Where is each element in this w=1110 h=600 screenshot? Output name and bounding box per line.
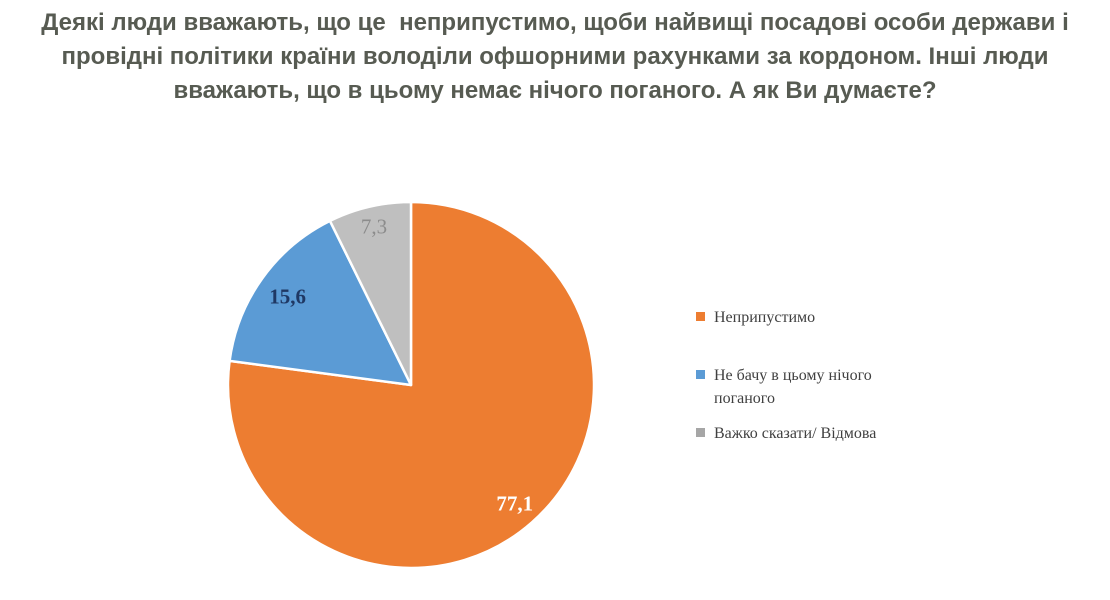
legend-item-3: Важко сказати/ Відмова bbox=[696, 422, 876, 445]
pie-chart: 77,1 15,6 7,3 bbox=[221, 195, 601, 575]
pie-chart-svg: 77,1 15,6 7,3 bbox=[226, 200, 596, 570]
legend-item-1: Неприпустимо bbox=[696, 306, 815, 329]
legend-marker-square-icon bbox=[696, 312, 705, 321]
legend-item-label: Важко сказати/ Відмова bbox=[714, 425, 877, 442]
legend-marker-square-icon bbox=[696, 428, 705, 437]
legend-marker-square-icon bbox=[696, 370, 705, 379]
pie-slice-3 bbox=[328, 200, 413, 387]
chart-title-line-3: вважають, що в цьому немає нічого погано… bbox=[173, 77, 937, 104]
chart-title-line-2: провідні політики країни володіли офшорн… bbox=[61, 43, 1049, 70]
legend-item-2: Не бачу в цьому нічого поганого bbox=[696, 364, 919, 410]
pie-slice-1 bbox=[226, 200, 596, 570]
chart-title-line-1: Деякі люди вважають, що це неприпустимо,… bbox=[41, 9, 1069, 36]
pie-data-label-2: 15,6 bbox=[269, 285, 306, 309]
legend-item-label: Неприпустимо bbox=[714, 309, 816, 326]
pie-data-label-1: 77,1 bbox=[496, 491, 533, 515]
legend: Неприпустимо Не бачу в цьому нічого поган… bbox=[696, 306, 966, 486]
chart-title: Деякі люди вважають, що це неприпустимо,… bbox=[0, 6, 1110, 108]
pie-slice-2 bbox=[228, 219, 413, 387]
pie-data-label-3: 7,3 bbox=[361, 214, 387, 238]
legend-item-label: Не бачу в цьому нічого поганого bbox=[714, 367, 872, 407]
